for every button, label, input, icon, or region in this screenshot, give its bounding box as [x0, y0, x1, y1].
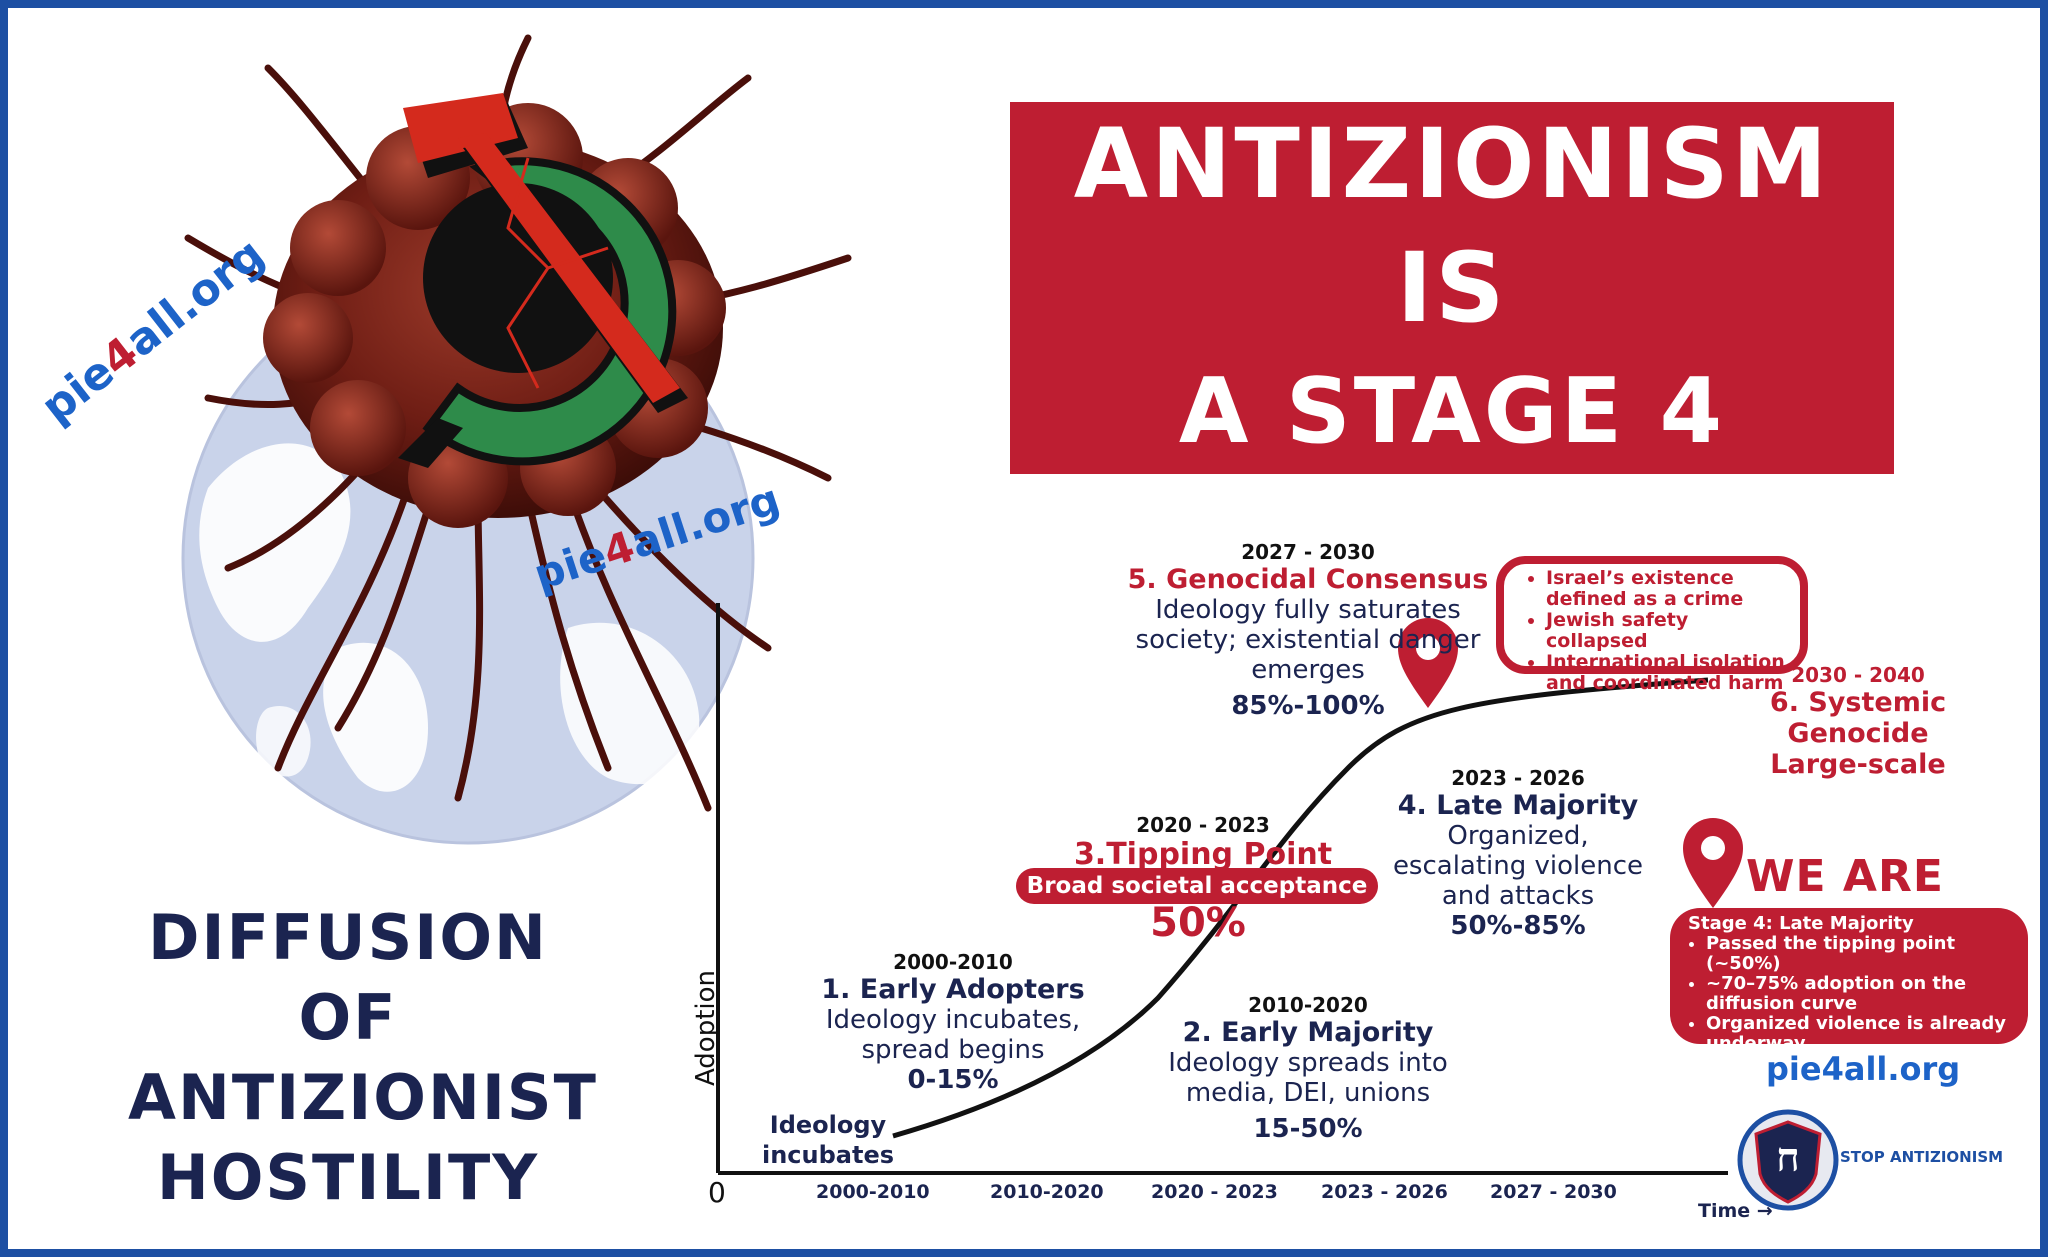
- crack-lines: [506, 157, 609, 389]
- stage-2: 2010-2020 2. Early Majority Ideology spr…: [1168, 993, 1448, 1144]
- we-are-here-bullet: Organized violence is already underway: [1706, 1014, 2012, 1054]
- stage-3-pct: 50%: [1150, 900, 1246, 946]
- y-axis-label: Adoption: [691, 969, 722, 1087]
- we-are-here-bullet: Passed the tipping point (~50%): [1706, 934, 2012, 974]
- stop-antizionism-badge: ח STOP ANTIZIONISM: [1736, 1108, 2003, 1212]
- x-tick-5: 2027 - 2030: [1490, 1181, 1617, 1203]
- title-line-1: ANTIZIONISM: [1073, 108, 1831, 220]
- x-tick-4: 2023 - 2026: [1321, 1181, 1448, 1203]
- map-pin-icon: [1398, 618, 1458, 708]
- diffusion-chart: [716, 603, 1743, 1175]
- stage-4: 2023 - 2026 4. Late Majority Organized, …: [1392, 766, 1644, 941]
- origin-label: 0: [708, 1176, 726, 1209]
- hammer-icon: [403, 93, 688, 413]
- x-tick-1: 2000-2010: [816, 1181, 930, 1203]
- badge-glyph: ח: [1776, 1134, 1800, 1181]
- stage-3-pill: Broad societal acceptance: [1016, 868, 1378, 904]
- footer-url: pie4all.org: [1766, 1050, 1961, 1088]
- stage-3: 2020 - 2023 3.Tipping Point: [1073, 813, 1333, 872]
- diffusion-curve: [892, 677, 1709, 1139]
- x-tick-3: 2020 - 2023: [1151, 1181, 1278, 1203]
- stage-5: 2027 - 2030 5. Genocidal Consensus Ideol…: [1127, 540, 1489, 721]
- stage-5-bullet: Israel’s existence defined as a crime: [1546, 568, 1790, 610]
- sickle-icon: [398, 157, 677, 468]
- title-line-2: IS: [1396, 232, 1508, 344]
- stage-5-bullet: International isolation and coordinated …: [1546, 652, 1790, 694]
- subtitle: DIFFUSION OF ANTIZIONIST HOSTILITY: [128, 901, 598, 1214]
- we-are-here-bullet: ~70–75% adoption on the diffusion curve: [1706, 974, 2012, 1014]
- stage-5-bullets: Israel’s existence defined as a crime Je…: [1496, 556, 1808, 694]
- title-banner: ANTIZIONISM IS A STAGE 4 CANCER: [1010, 102, 1894, 588]
- x-tick-2: 2010-2020: [990, 1181, 1104, 1203]
- shield-icon: [1737, 1109, 1839, 1211]
- x-axis-label: Time →: [1698, 1200, 1773, 1222]
- start-label: Ideology incubates: [761, 1111, 895, 1169]
- cancer-illustration: [181, 34, 852, 845]
- badge-text: STOP ANTIZIONISM: [1840, 1148, 2004, 1166]
- stage-1: 2000-2010 1. Early Adopters Ideology inc…: [821, 950, 1085, 1095]
- stage-5-bullet: Jewish safety collapsed: [1546, 610, 1790, 652]
- stage-6: 2030 - 2040 6. Systemic Genocide Large-s…: [1769, 663, 1947, 780]
- title-line-3: A STAGE 4 CANCER: [1178, 359, 1726, 588]
- we-are-here-pin-icon: [1683, 818, 1743, 908]
- we-are-here-box: Stage 4: Late Majority Passed the tippin…: [1670, 908, 2028, 1054]
